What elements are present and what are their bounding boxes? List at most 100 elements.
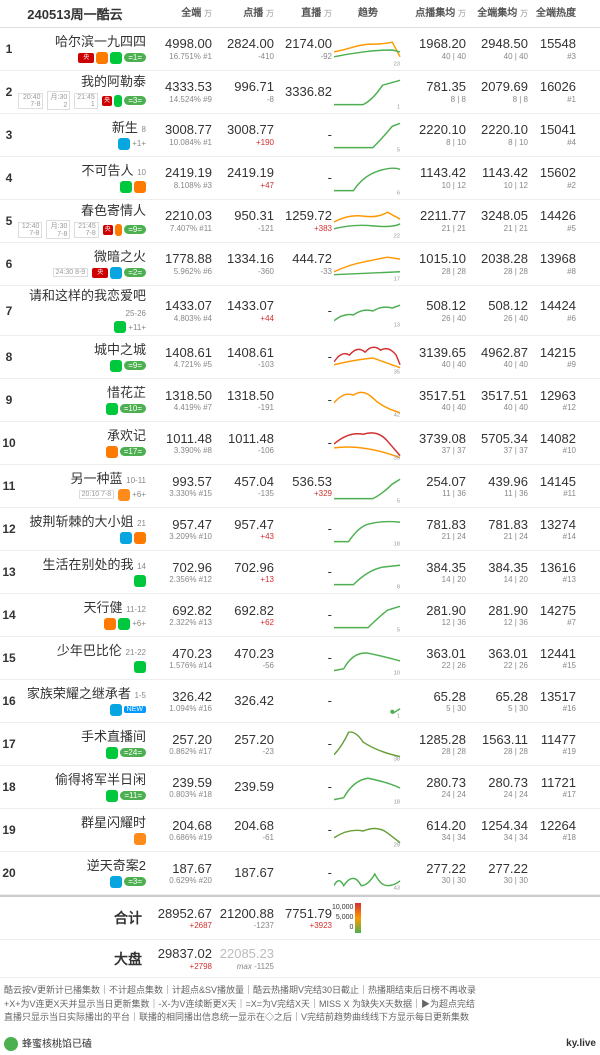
vod-value: 1318.50-191 bbox=[212, 388, 274, 413]
iq-icon bbox=[114, 321, 126, 333]
cctv-icon: 央 bbox=[92, 268, 108, 278]
svg-text:6: 6 bbox=[397, 190, 400, 195]
vod-value: 470.23-56 bbox=[212, 646, 274, 671]
rank-number: 20 bbox=[0, 866, 18, 880]
heat-value: 15041#4 bbox=[528, 122, 576, 147]
market-vod: 22085.23max -1125 bbox=[212, 946, 274, 971]
svg-text:1: 1 bbox=[397, 713, 400, 718]
totalavg-value: 2079.698 | 8 bbox=[466, 79, 528, 104]
vod-value: 996.71-8 bbox=[212, 79, 274, 104]
rank-number: 16 bbox=[0, 694, 18, 708]
svg-text:10: 10 bbox=[394, 670, 400, 675]
market-total: 29837.02+2798 bbox=[150, 946, 212, 971]
svg-text:42: 42 bbox=[394, 412, 400, 417]
trend-chart: 5 bbox=[332, 469, 404, 504]
live-value: - bbox=[274, 779, 332, 795]
col-trend: 趋势 bbox=[332, 4, 404, 23]
heat-value: 14424#6 bbox=[528, 298, 576, 323]
total-value: 692.822.322% #13 bbox=[150, 603, 212, 628]
vodavg-value: 1015.1028 | 28 bbox=[404, 251, 466, 276]
live-value: - bbox=[274, 607, 332, 623]
svg-text:23: 23 bbox=[394, 61, 400, 66]
live-value: 536.53+329 bbox=[274, 474, 332, 499]
show-name: 承欢记 bbox=[18, 428, 146, 444]
totalavg-value: 508.1226 | 40 bbox=[466, 298, 528, 323]
iq-icon bbox=[106, 403, 118, 415]
vod-value: 257.20-23 bbox=[212, 732, 274, 757]
mg-icon bbox=[118, 489, 130, 501]
title-area: 惜花芷 =10= bbox=[18, 385, 150, 415]
svg-text:18: 18 bbox=[394, 799, 400, 804]
svg-text:5: 5 bbox=[397, 498, 400, 503]
trend-chart: 1 bbox=[332, 684, 404, 719]
trend-chart: 5 bbox=[332, 598, 404, 633]
vodavg-value: 277.2230 | 30 bbox=[404, 861, 466, 886]
table-row: 18 偷得将军半日闲 =11= 239.590.803% #18 239.59 … bbox=[0, 766, 600, 809]
show-name: 家族荣耀之继承者 1-5 bbox=[18, 686, 146, 702]
heat-value: 11477#19 bbox=[528, 732, 576, 757]
total-value: 993.573.330% #15 bbox=[150, 474, 212, 499]
svg-text:35: 35 bbox=[394, 455, 400, 460]
trend-chart: 13 bbox=[332, 293, 404, 328]
tc-icon bbox=[134, 181, 146, 193]
rank-number: 13 bbox=[0, 565, 18, 579]
rank-number: 19 bbox=[0, 823, 18, 837]
show-name: 请和这样的我恋爱吧 25-26 bbox=[18, 288, 146, 319]
vodavg-value: 363.0122 | 26 bbox=[404, 646, 466, 671]
vodavg-value: 3739.0837 | 37 bbox=[404, 431, 466, 456]
show-name: 偷得将军半日闲 bbox=[18, 772, 146, 788]
trend-legend: 10,0005,0000 bbox=[332, 903, 404, 933]
iq-icon bbox=[134, 575, 146, 587]
rank-number: 5 bbox=[0, 214, 18, 228]
show-name: 少年巴比伦 21-22 bbox=[18, 643, 146, 659]
iq-icon bbox=[106, 747, 118, 759]
live-value: - bbox=[274, 564, 332, 580]
footnote: 酷云按V更新计已播集数｜不计超点集数｜计超点&SV播放量｜酷云热播期V完结30日… bbox=[0, 978, 600, 1031]
table-row: 10 承欢记 =17= 1011.483.390% #8 1011.48-106… bbox=[0, 422, 600, 465]
show-name: 微暗之火 bbox=[18, 249, 146, 265]
totalavg-value: 1254.3434 | 34 bbox=[466, 818, 528, 843]
rank-number: 12 bbox=[0, 522, 18, 536]
tc-icon bbox=[106, 446, 118, 458]
live-value: 1259.72+383 bbox=[274, 208, 332, 233]
trend-chart: 42 bbox=[332, 383, 404, 418]
heat-value: 11721#17 bbox=[528, 775, 576, 800]
table-row: 5 春色寄情人 12:40 7-8月:30 7-821:45 7-8央 =9= … bbox=[0, 200, 600, 243]
rank-number: 10 bbox=[0, 436, 18, 450]
vodavg-value: 1143.4210 | 12 bbox=[404, 165, 466, 190]
trend-chart: 22 bbox=[332, 204, 404, 239]
total-value: 2210.037.407% #11 bbox=[150, 208, 212, 233]
iq-icon bbox=[110, 360, 122, 372]
svg-text:5: 5 bbox=[397, 147, 400, 152]
totalavg-value: 384.3514 | 20 bbox=[466, 560, 528, 585]
title-area: 少年巴比伦 21-22 bbox=[18, 643, 150, 673]
vod-value: 950.31-121 bbox=[212, 208, 274, 233]
trend-chart: 43 bbox=[332, 856, 404, 891]
heat-value: 13517#16 bbox=[528, 689, 576, 714]
totalavg-value: 439.9611 | 36 bbox=[466, 474, 528, 499]
heat-value: 16026#1 bbox=[528, 79, 576, 104]
total-value: 2419.198.108% #3 bbox=[150, 165, 212, 190]
trend-chart: 6 bbox=[332, 161, 404, 196]
svg-text:1: 1 bbox=[397, 104, 400, 109]
svg-text:35: 35 bbox=[394, 369, 400, 374]
live-value: - bbox=[274, 170, 332, 186]
rank-number: 8 bbox=[0, 350, 18, 364]
totalavg-value: 363.0122 | 26 bbox=[466, 646, 528, 671]
col-total: 全端 万 bbox=[150, 4, 212, 23]
title-area: 逆天奇案2 =3= bbox=[18, 858, 150, 888]
live-value: - bbox=[274, 693, 332, 709]
live-value: - bbox=[274, 521, 332, 537]
trend-chart: 38 bbox=[332, 727, 404, 762]
vod-value: 239.59 bbox=[212, 779, 274, 795]
yk-icon bbox=[110, 876, 122, 888]
live-value: 3336.82 bbox=[274, 84, 332, 100]
tc-icon bbox=[115, 224, 122, 236]
svg-text:17: 17 bbox=[394, 276, 400, 281]
trend-chart: 17 bbox=[332, 247, 404, 282]
svg-text:29: 29 bbox=[394, 842, 400, 847]
show-name: 另一种蓝 10-11 bbox=[18, 471, 146, 487]
rank-number: 15 bbox=[0, 651, 18, 665]
totalavg-value: 2038.2828 | 28 bbox=[466, 251, 528, 276]
trend-chart: 23 bbox=[332, 32, 404, 67]
